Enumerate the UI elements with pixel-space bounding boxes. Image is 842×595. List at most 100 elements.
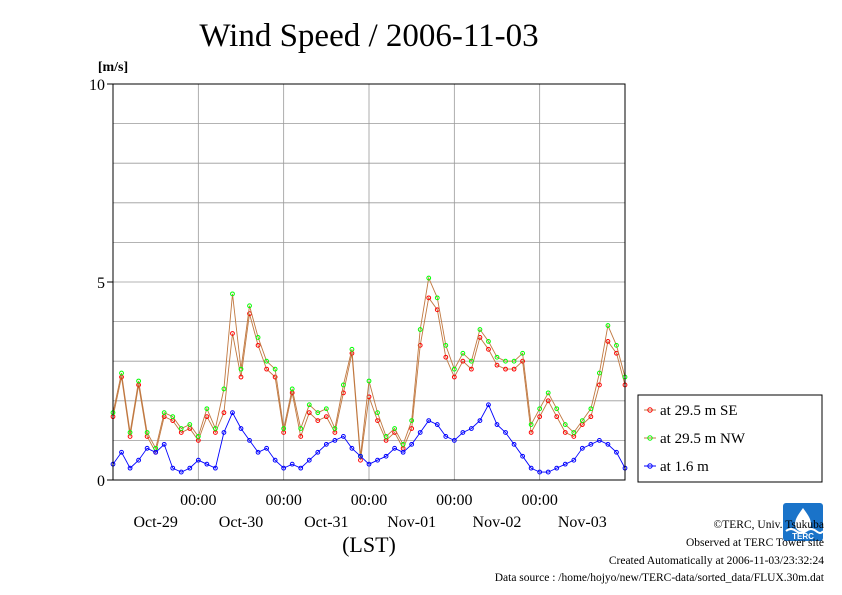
data-point — [537, 469, 543, 475]
terc-logo-icon: TERC — [783, 503, 824, 541]
data-point — [537, 414, 543, 420]
data-point — [409, 418, 415, 424]
data-point — [426, 295, 432, 301]
data-point — [426, 418, 432, 424]
data-point — [341, 382, 346, 388]
data-point — [511, 358, 517, 364]
data-point — [144, 430, 150, 435]
data-point — [562, 422, 568, 427]
data-point — [272, 374, 278, 380]
grid — [113, 84, 625, 480]
data-point — [204, 406, 210, 412]
data-point — [221, 386, 227, 392]
y-tick-label: 0 — [97, 473, 105, 490]
data-point — [392, 426, 398, 431]
data-point — [554, 414, 560, 420]
data-point — [443, 354, 449, 360]
data-point — [477, 418, 483, 424]
data-point — [272, 457, 278, 463]
data-point — [562, 461, 568, 467]
data-point — [537, 406, 543, 412]
data-point — [341, 434, 346, 439]
data-point — [178, 469, 184, 475]
data-point — [383, 434, 389, 439]
x-tick-label: 00:00 — [180, 492, 216, 509]
legend-marker — [647, 435, 653, 441]
data-point — [571, 457, 577, 463]
x-day-label: Nov-01 — [387, 514, 436, 531]
data-point — [247, 438, 252, 443]
data-point — [469, 366, 474, 372]
series-layer — [110, 275, 628, 475]
data-point — [494, 354, 500, 360]
data-point — [545, 390, 551, 396]
data-point — [238, 366, 244, 372]
data-point — [230, 410, 235, 416]
data-point — [460, 350, 466, 356]
data-point — [417, 430, 423, 435]
data-point — [298, 465, 304, 471]
data-point — [306, 457, 312, 463]
data-point — [264, 358, 270, 364]
data-point — [119, 449, 124, 455]
data-point — [614, 449, 619, 455]
data-point — [255, 449, 261, 455]
data-point — [434, 295, 440, 301]
data-point — [409, 441, 415, 447]
data-point — [443, 342, 449, 348]
data-point — [323, 406, 329, 412]
data-point — [238, 374, 244, 380]
data-point — [460, 430, 466, 435]
data-point — [400, 449, 406, 455]
data-point — [119, 370, 124, 376]
data-point — [417, 327, 423, 332]
x-day-label: Nov-02 — [473, 514, 522, 531]
data-point — [469, 426, 474, 431]
data-point — [366, 461, 372, 467]
data-point — [486, 346, 491, 352]
data-point — [614, 342, 619, 348]
y-tick-label: 10 — [89, 77, 105, 94]
series-2 — [110, 402, 628, 475]
series-line — [112, 296, 626, 461]
data-point — [281, 426, 287, 431]
data-point — [605, 441, 611, 447]
data-point — [332, 426, 338, 431]
data-point — [392, 445, 398, 451]
data-point — [306, 410, 312, 416]
data-point — [554, 406, 560, 412]
data-point — [597, 438, 602, 443]
footer-site: Observed at TERC Tower site — [685, 537, 824, 549]
data-point — [579, 445, 585, 451]
data-point — [315, 410, 321, 416]
data-point — [195, 457, 201, 463]
data-point — [221, 410, 227, 416]
data-point — [213, 465, 218, 471]
series-line — [112, 403, 626, 473]
y-tick-label: 5 — [97, 275, 105, 292]
data-point — [272, 366, 278, 372]
data-point — [597, 382, 602, 388]
data-point — [127, 465, 133, 471]
data-point — [323, 414, 329, 420]
data-point — [400, 441, 406, 447]
data-point — [571, 430, 577, 435]
data-point — [409, 426, 415, 431]
x-day-label: Oct-29 — [133, 514, 177, 531]
logo-text: TERC — [792, 532, 814, 541]
data-point — [528, 465, 534, 471]
legend-box — [637, 394, 823, 483]
footer-created: Created Automatically at 2006-11-03/23:3… — [608, 555, 824, 567]
x-day-label: Oct-30 — [219, 514, 263, 531]
data-point — [221, 430, 227, 435]
data-point — [511, 441, 517, 447]
data-point — [264, 366, 270, 372]
data-point — [588, 441, 594, 447]
data-point — [477, 327, 483, 332]
data-point — [204, 461, 210, 467]
data-point — [588, 414, 594, 420]
data-point — [434, 422, 440, 427]
data-point — [264, 445, 270, 451]
terc-logo: TERC — [783, 503, 824, 541]
